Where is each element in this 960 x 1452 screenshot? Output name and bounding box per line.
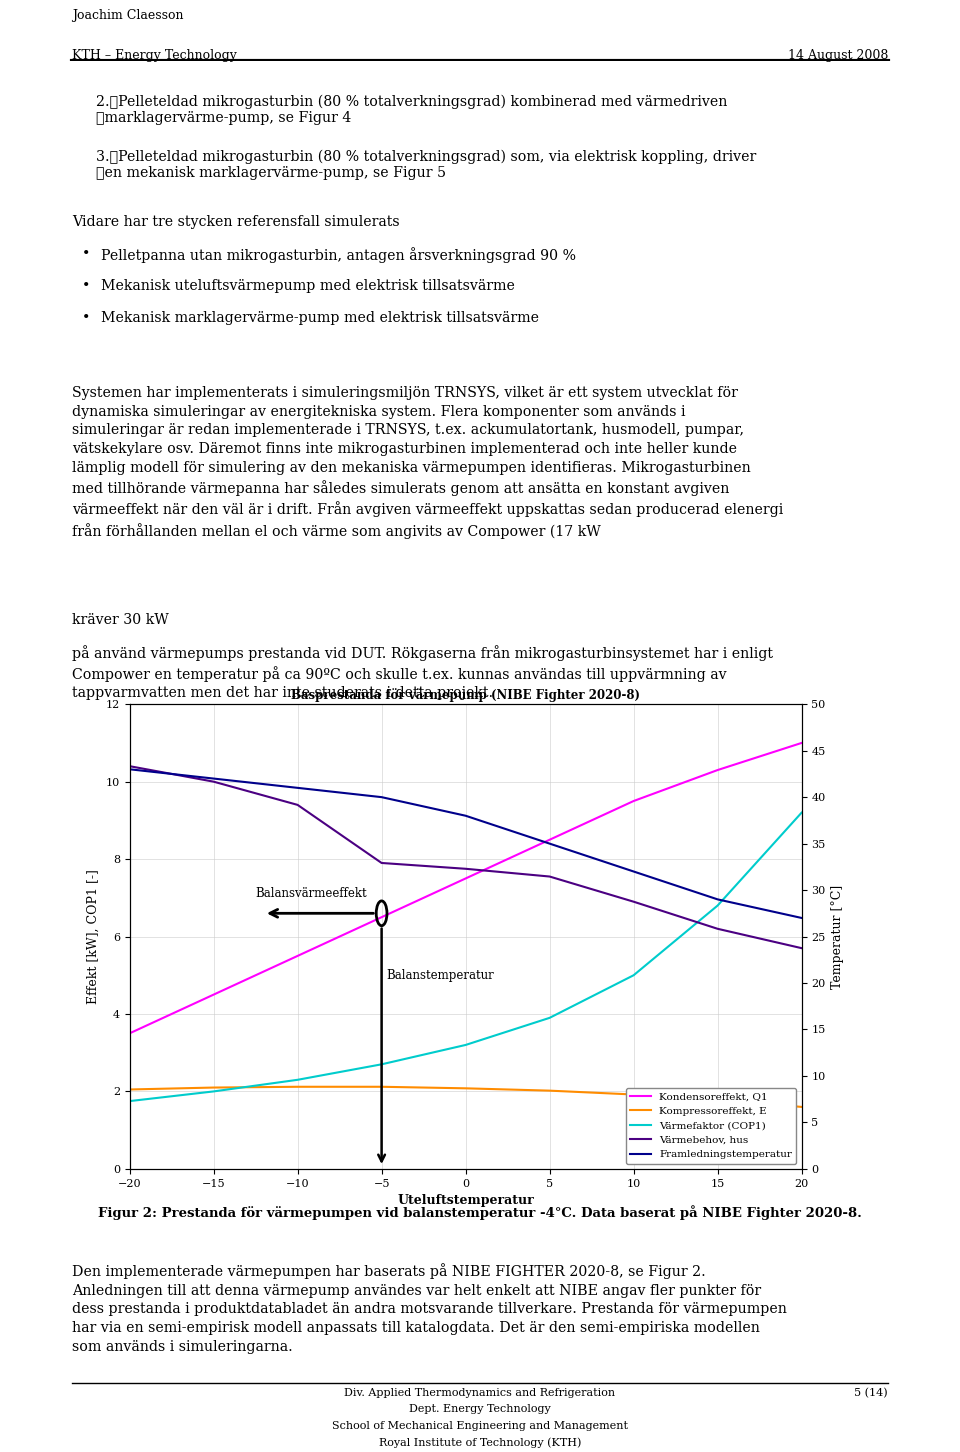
Text: Systemen har implementerats i simuleringsmiljön TRNSYS, vilket är ett system utv: Systemen har implementerats i simulering… (72, 386, 783, 539)
Title: Basprestanda för värmepump (NIBE Fighter 2020-8): Basprestanda för värmepump (NIBE Fighter… (291, 688, 640, 701)
Text: Den implementerade värmepumpen har baserats på NIBE FIGHTER 2020-8, se Figur 2.
: Den implementerade värmepumpen har baser… (72, 1263, 787, 1353)
Text: kräver 30 kW: kräver 30 kW (72, 613, 169, 627)
Text: •: • (82, 311, 90, 325)
Text: Balanstemperatur: Balanstemperatur (387, 970, 494, 983)
Text: •: • (82, 279, 90, 293)
Text: Royal Institute of Technology (KTH): Royal Institute of Technology (KTH) (379, 1437, 581, 1448)
Text: Vidare har tre stycken referensfall simulerats: Vidare har tre stycken referensfall simu… (72, 215, 399, 229)
Text: 3.	Pelleteldad mikrogasturbin (80 % totalverkningsgrad) som, via elektrisk koppl: 3. Pelleteldad mikrogasturbin (80 % tota… (96, 150, 756, 180)
Text: 2.	Pelleteldad mikrogasturbin (80 % totalverkningsgrad) kombinerad med värmedriv: 2. Pelleteldad mikrogasturbin (80 % tota… (96, 94, 728, 125)
Text: Dept. Energy Technology: Dept. Energy Technology (409, 1404, 551, 1414)
Text: •: • (82, 247, 90, 261)
Text: Pelletpanna utan mikrogasturbin, antagen årsverkningsgrad 90 %: Pelletpanna utan mikrogasturbin, antagen… (101, 247, 576, 263)
Text: på använd värmepumps prestanda vid DUT. Rökgaserna från mikrogasturbinsystemet h: på använd värmepumps prestanda vid DUT. … (72, 645, 773, 700)
Y-axis label: Effekt [kW], COP1 [-]: Effekt [kW], COP1 [-] (87, 870, 100, 1003)
Text: Div. Applied Thermodynamics and Refrigeration: Div. Applied Thermodynamics and Refriger… (345, 1388, 615, 1398)
Text: Balansvärmeeffekt: Balansvärmeeffekt (255, 887, 368, 900)
Text: Mekanisk marklagervärme­pump med elektrisk tillsatsvärme: Mekanisk marklagervärme­pump med elektri… (101, 311, 539, 325)
Text: School of Mechanical Engineering and Management: School of Mechanical Engineering and Man… (332, 1422, 628, 1432)
Y-axis label: Temperatur [°C]: Temperatur [°C] (831, 884, 844, 989)
X-axis label: Uteluftstemperatur: Uteluftstemperatur (397, 1194, 534, 1207)
Text: 14 August 2008: 14 August 2008 (787, 49, 888, 62)
Legend: Kondensoreffekt, Q1, Kompressoreffekt, E, Värmefaktor (COP1), Värmebehov, hus, F: Kondensoreffekt, Q1, Kompressoreffekt, E… (626, 1088, 797, 1163)
Text: Joachim Claesson: Joachim Claesson (72, 9, 183, 22)
Text: Figur 2: Prestanda för värmepumpen vid balanstemperatur -4°C. Data baserat på NI: Figur 2: Prestanda för värmepumpen vid b… (98, 1205, 862, 1220)
Text: 5 (14): 5 (14) (854, 1388, 888, 1398)
Text: KTH – Energy Technology: KTH – Energy Technology (72, 49, 237, 62)
Text: Mekanisk uteluftsvärmepump med elektrisk tillsatsvärme: Mekanisk uteluftsvärmepump med elektrisk… (101, 279, 515, 293)
